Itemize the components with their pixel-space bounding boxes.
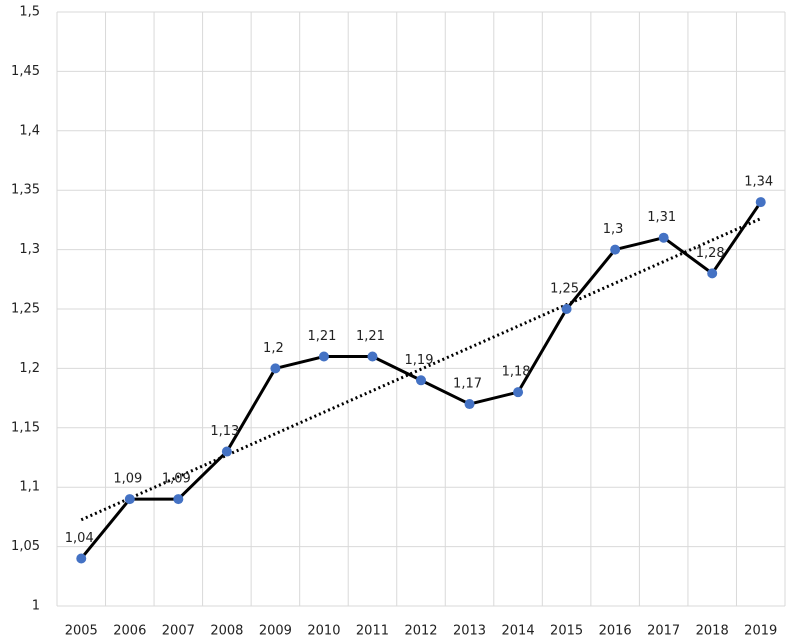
y-tick-label: 1,1	[19, 480, 40, 495]
x-tick-label: 2017	[647, 624, 680, 639]
data-point	[658, 232, 669, 243]
data-point	[707, 268, 718, 279]
data-point	[610, 244, 621, 255]
data-label: 1,18	[502, 365, 531, 380]
x-tick-label: 2005	[65, 624, 98, 639]
trendline	[80, 217, 762, 522]
y-tick-label: 1,2	[19, 361, 40, 376]
data-label: 1,21	[307, 329, 336, 344]
data-point	[464, 399, 475, 410]
data-label: 1,25	[550, 282, 579, 297]
data-point	[76, 553, 87, 564]
y-tick-label: 1,05	[11, 539, 40, 554]
x-tick-label: 2010	[307, 624, 340, 639]
data-point	[755, 197, 766, 208]
data-label: 1,3	[603, 222, 624, 237]
y-tick-label: 1,3	[19, 242, 40, 257]
data-label: 1,34	[744, 175, 773, 190]
x-tick-label: 2007	[162, 624, 195, 639]
data-label: 1,13	[210, 424, 239, 439]
x-tick-label: 2019	[744, 624, 777, 639]
data-point	[561, 304, 572, 314]
data-point	[318, 351, 329, 362]
y-tick-label: 1,45	[11, 64, 40, 79]
data-label: 1,09	[113, 472, 142, 487]
y-tick-label: 1,25	[11, 302, 40, 317]
y-tick-label: 1	[32, 599, 40, 614]
data-label: 1,28	[696, 246, 725, 261]
y-tick-label: 1,4	[19, 123, 40, 138]
x-tick-label: 2008	[210, 624, 243, 639]
data-label: 1,17	[453, 377, 482, 392]
y-tick-label: 1,15	[11, 420, 40, 435]
x-tick-label: 2015	[550, 624, 583, 639]
data-point	[270, 363, 281, 374]
data-label: 1,19	[405, 353, 434, 368]
x-tick-label: 2012	[404, 624, 437, 639]
x-tick-label: 2014	[502, 624, 535, 639]
y-tick-label: 1,5	[19, 5, 40, 20]
data-point	[173, 494, 184, 505]
data-point	[221, 446, 232, 457]
data-label: 1,09	[162, 472, 191, 487]
y-tick-label: 1,35	[11, 183, 40, 198]
data-label: 1,31	[647, 210, 676, 225]
x-tick-label: 2018	[696, 624, 729, 639]
data-point	[124, 494, 135, 505]
x-tick-label: 2016	[599, 624, 632, 639]
x-tick-label: 2011	[356, 624, 389, 639]
data-label: 1,21	[356, 329, 385, 344]
data-point	[513, 387, 524, 398]
x-tick-label: 2006	[113, 624, 146, 639]
data-label: 1,2	[263, 341, 284, 356]
data-point	[367, 351, 378, 362]
x-tick-label: 2013	[453, 624, 486, 639]
x-tick-label: 2009	[259, 624, 292, 639]
data-label: 1,04	[65, 531, 94, 546]
data-point	[416, 375, 426, 386]
